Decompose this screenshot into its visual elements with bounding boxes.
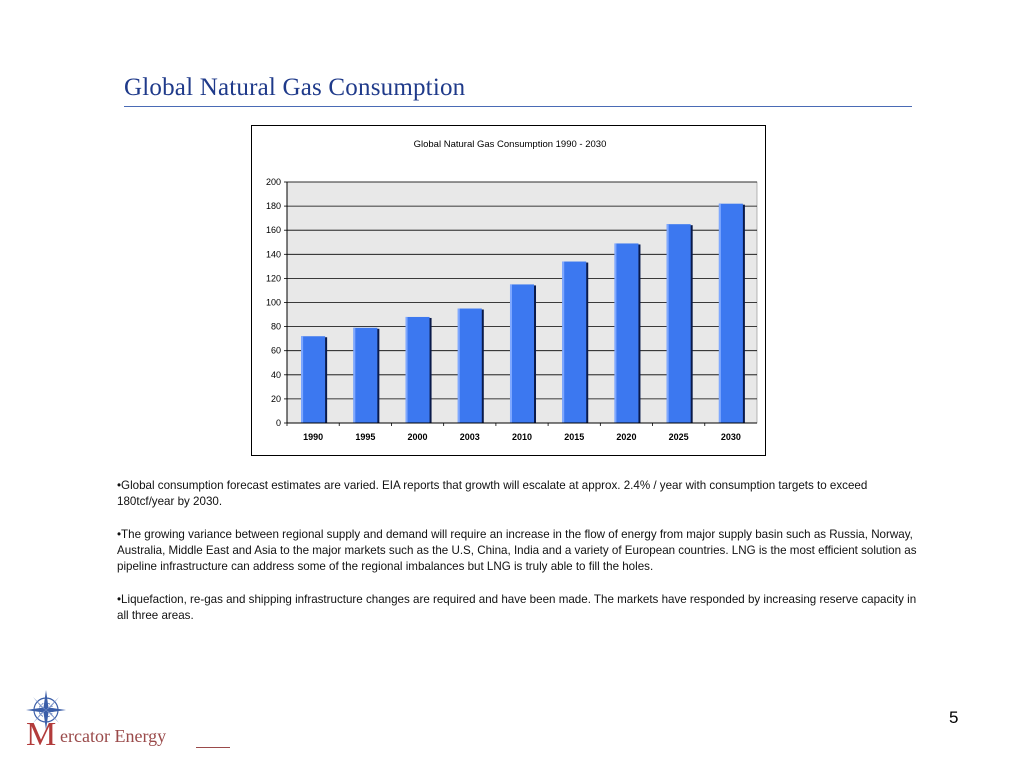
- logo-text: ercator Energy: [60, 726, 167, 746]
- bar-highlight: [718, 203, 721, 423]
- bar-1995: [353, 327, 378, 423]
- logo-underline: [196, 747, 230, 748]
- x-tick-label: 2003: [460, 432, 480, 442]
- x-tick-label: 2015: [564, 432, 584, 442]
- y-tick-label: 60: [271, 346, 281, 356]
- bar-highlight: [353, 327, 356, 423]
- x-tick-label: 1995: [355, 432, 375, 442]
- y-tick-label: 200: [266, 177, 281, 187]
- y-axis-ticks: 0 20 40 60 80 100 120 140 160 180 200: [266, 177, 287, 428]
- x-tick-label: 1990: [303, 432, 323, 442]
- y-tick-label: 80: [271, 322, 281, 332]
- bar-1990: [301, 336, 326, 423]
- y-tick-label: 20: [271, 394, 281, 404]
- y-tick-label: 160: [266, 225, 281, 235]
- bar-highlight: [457, 308, 460, 423]
- bar-2010: [509, 284, 535, 423]
- x-tick-label: 2025: [669, 432, 689, 442]
- y-tick-label: 140: [266, 249, 281, 259]
- bar-2030: [718, 203, 743, 423]
- x-tick-label: 2010: [512, 432, 532, 442]
- bar-2003: [457, 308, 482, 423]
- x-tick-label: 2020: [616, 432, 636, 442]
- bullet-item: •Liquefaction, re-gas and shipping infra…: [117, 593, 917, 622]
- bar-chart: Global Natural Gas Consumption 1990 - 20…: [251, 125, 766, 456]
- x-axis-ticks: 1990 1995 2000 2003 2010 2015 2020 2025 2030: [286, 423, 741, 442]
- company-logo: M ercator Energy: [18, 688, 238, 758]
- bar-2000: [405, 316, 430, 423]
- y-tick-label: 120: [266, 273, 281, 283]
- bar-2015: [562, 261, 587, 423]
- x-tick-label: 2000: [408, 432, 428, 442]
- bar-2020: [614, 243, 639, 423]
- bar-highlight: [405, 316, 408, 423]
- chart-title: Global Natural Gas Consumption 1990 - 20…: [414, 139, 607, 150]
- bullet-item: •The growing variance between regional s…: [117, 528, 917, 573]
- y-tick-label: 40: [271, 370, 281, 380]
- bullet-list: •Global consumption forecast estimates a…: [117, 478, 917, 641]
- compass-rose-icon: [26, 690, 66, 730]
- y-tick-label: 0: [276, 418, 281, 428]
- bar-highlight: [666, 224, 669, 423]
- slide-title: Global Natural Gas Consumption: [124, 74, 466, 101]
- y-tick-label: 180: [266, 201, 281, 211]
- title-underline: [124, 106, 912, 107]
- bullet-item: •Global consumption forecast estimates a…: [117, 479, 868, 508]
- bar-highlight: [301, 336, 304, 423]
- bar-highlight: [509, 284, 512, 423]
- bar-2025: [666, 224, 691, 423]
- page-number: 5: [949, 708, 959, 727]
- x-tick-label: 2030: [721, 432, 741, 442]
- y-tick-label: 100: [266, 298, 281, 308]
- logo-initial: M: [26, 716, 57, 753]
- bars: [301, 203, 745, 423]
- chart-canvas: Global Natural Gas Consumption 1990 - 20…: [266, 139, 758, 442]
- bar-highlight: [614, 243, 617, 423]
- bar-highlight: [562, 261, 565, 423]
